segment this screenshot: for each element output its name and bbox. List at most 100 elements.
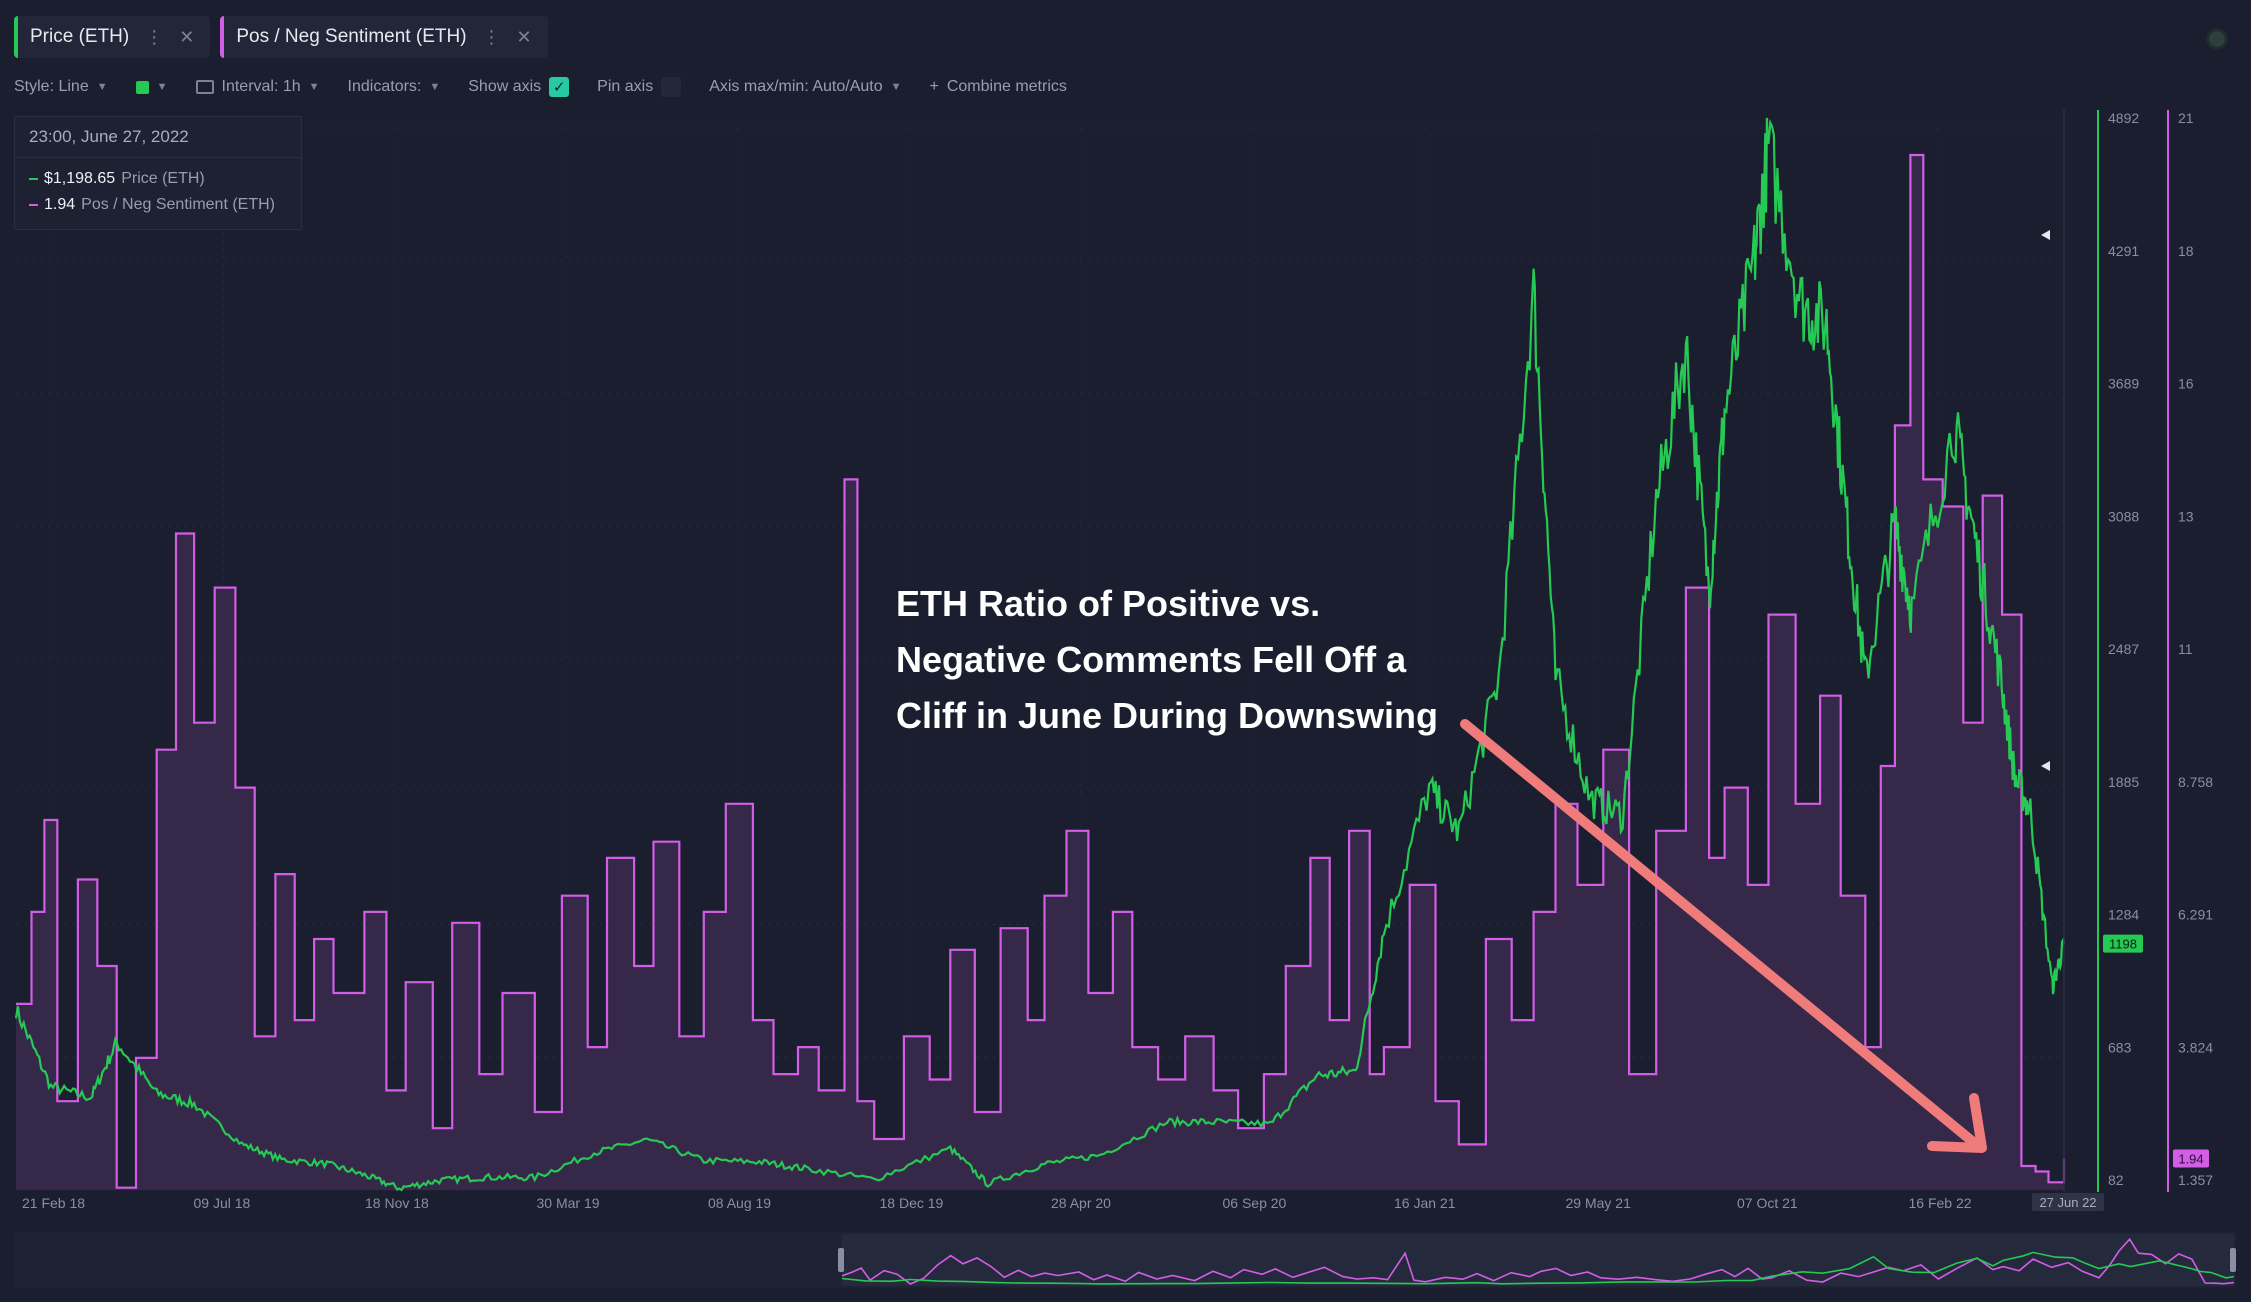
color-swatch-icon xyxy=(135,80,149,94)
navigator-window[interactable] xyxy=(842,1234,2234,1286)
sentiment-tick-label: 11 xyxy=(2178,641,2193,657)
indicators-dropdown[interactable]: Indicators: ▼ xyxy=(348,78,441,96)
x-axis: 21 Feb 18 09 Jul 18 18 Nov 18 30 Mar 19 08 A… xyxy=(22,1195,1972,1211)
price-swatch-icon xyxy=(29,178,38,180)
current-price-label: 1198 xyxy=(2109,937,2137,952)
annotation-line-3: Cliff in June During Downswing xyxy=(896,695,1438,736)
chart-tooltip-legend: 23:00, June 27, 2022 $1,198.65 Price (ET… xyxy=(14,116,302,230)
x-tick-label: 21 Feb 18 xyxy=(22,1195,85,1211)
price-tick-label: 3088 xyxy=(2108,508,2139,524)
interval-label: Interval: 1h xyxy=(221,78,301,95)
color-picker[interactable]: ▼ xyxy=(135,80,168,94)
legend-row-price: $1,198.65 Price (ETH) xyxy=(15,166,301,192)
price-tick-label: 82 xyxy=(2108,1172,2124,1188)
show-axis-label: Show axis xyxy=(468,78,542,95)
x-tick-label: 16 Jan 21 xyxy=(1394,1195,1456,1211)
price-tick-label: 4892 xyxy=(2108,110,2139,126)
sentiment-tick-label: 21 xyxy=(2178,110,2194,126)
legend-row-sentiment: 1.94 Pos / Neg Sentiment (ETH) xyxy=(15,192,301,218)
sentiment-tick-label: 1.357 xyxy=(2178,1172,2213,1188)
end-date-label: 27 Jun 22 xyxy=(2039,1195,2096,1210)
chart-toolbar: Style: Line ▼ ▼ Interval: 1h ▼ Indicator… xyxy=(14,74,1067,100)
interval-dropdown[interactable]: Interval: 1h ▼ xyxy=(195,78,320,96)
chevron-down-icon: ▼ xyxy=(308,81,320,93)
price-axis: 4892 4291 3689 3088 2487 1885 1284 683 82 xyxy=(2108,110,2139,1188)
axis-maxmin-label: Axis max/min: Auto/Auto xyxy=(709,78,883,95)
price-tick-label: 1284 xyxy=(2108,907,2139,923)
tooltip-date: 23:00, June 27, 2022 xyxy=(15,117,301,158)
axis-marker-icon xyxy=(2041,230,2050,240)
combine-metrics-label: Combine metrics xyxy=(946,78,1067,95)
price-tick-label: 2487 xyxy=(2108,641,2139,657)
style-label: Style: Line xyxy=(14,78,89,95)
checkbox-checked-icon[interactable]: ✓ xyxy=(549,77,570,97)
annotation-line-2: Negative Comments Fell Off a xyxy=(896,639,1407,680)
tab-sentiment-label: Pos / Neg Sentiment (ETH) xyxy=(236,26,467,47)
tab-price-eth[interactable]: Price (ETH) ⋮ ✕ xyxy=(14,16,211,58)
navigator-sentiment-line xyxy=(841,1237,2235,1285)
sentiment-axis: 21 18 16 13 11 8.758 6.291 3.824 1.357 xyxy=(2178,110,2213,1188)
sentiment-value: 1.94 xyxy=(44,196,76,213)
x-tick-label: 30 Mar 19 xyxy=(537,1195,600,1211)
price-tick-label: 3689 xyxy=(2108,376,2139,392)
show-axis-toggle[interactable]: Show axis ✓ xyxy=(468,77,570,97)
navigator-price-line xyxy=(841,1251,2235,1285)
tab-sentiment-eth[interactable]: Pos / Neg Sentiment (ETH) ⋮ ✕ xyxy=(220,16,548,58)
axis-maxmin-dropdown[interactable]: Axis max/min: Auto/Auto ▼ xyxy=(709,78,901,96)
axis-marker-icon xyxy=(2041,761,2050,771)
sentiment-tick-label: 8.758 xyxy=(2178,774,2213,790)
navigator[interactable] xyxy=(14,1232,2236,1288)
x-tick-label: 28 Apr 20 xyxy=(1051,1195,1111,1211)
navigator-right-handle[interactable] xyxy=(2230,1248,2236,1272)
x-tick-label: 06 Sep 20 xyxy=(1223,1195,1287,1211)
sentiment-swatch-icon xyxy=(29,204,38,206)
annotation-line-1: ETH Ratio of Positive vs. xyxy=(896,583,1321,624)
x-tick-label: 09 Jul 18 xyxy=(194,1195,251,1211)
plus-icon: + xyxy=(929,78,939,95)
checkbox-unchecked-icon[interactable] xyxy=(661,77,682,97)
tab-price-label: Price (ETH) xyxy=(30,26,130,47)
x-tick-label: 08 Aug 19 xyxy=(708,1195,771,1211)
chevron-down-icon: ▼ xyxy=(429,81,441,93)
x-tick-label: 29 May 21 xyxy=(1566,1195,1632,1211)
calendar-icon xyxy=(195,80,214,94)
x-tick-label: 07 Oct 21 xyxy=(1737,1195,1798,1211)
x-tick-label: 18 Dec 19 xyxy=(880,1195,944,1211)
price-tick-label: 4291 xyxy=(2108,243,2139,259)
sentiment-area xyxy=(16,155,2064,1190)
sentiment-tick-label: 13 xyxy=(2178,508,2194,524)
sentiment-name: Pos / Neg Sentiment (ETH) xyxy=(81,196,275,213)
indicators-label: Indicators: xyxy=(347,78,422,95)
price-name: Price (ETH) xyxy=(121,170,205,187)
annotation-arrow xyxy=(1460,719,1987,1153)
price-series-line xyxy=(14,117,2066,1192)
more-options-icon[interactable]: ⋮ xyxy=(145,26,164,47)
sentiment-tick-label: 18 xyxy=(2178,243,2194,259)
chevron-down-icon: ▼ xyxy=(96,81,108,93)
navigator-left-handle[interactable] xyxy=(838,1248,844,1272)
sentiment-tick-label: 6.291 xyxy=(2178,907,2213,923)
chevron-down-icon: ▼ xyxy=(890,81,902,93)
current-price-badge: 1198 xyxy=(2103,934,2143,953)
more-options-icon[interactable]: ⋮ xyxy=(482,26,501,47)
price-value: $1,198.65 xyxy=(44,170,116,187)
combine-metrics-button[interactable]: + Combine metrics xyxy=(930,78,1067,96)
current-sentiment-label: 1.94 xyxy=(2178,1151,2203,1166)
pin-axis-label: Pin axis xyxy=(597,78,654,95)
sentiment-tick-label: 16 xyxy=(2178,376,2194,392)
pin-axis-toggle[interactable]: Pin axis xyxy=(597,77,682,97)
end-date-badge: 27 Jun 22 xyxy=(2032,1193,2104,1211)
sentiment-series-line xyxy=(16,153,2066,1189)
metric-tabs: Price (ETH) ⋮ ✕ Pos / Neg Sentiment (ETH… xyxy=(14,16,548,60)
close-icon[interactable]: ✕ xyxy=(516,26,532,47)
price-tick-label: 683 xyxy=(2108,1039,2132,1055)
annotation-text: ETH Ratio of Positive vs. Negative Comme… xyxy=(896,576,1456,744)
style-dropdown[interactable]: Style: Line ▼ xyxy=(14,78,108,96)
close-icon[interactable]: ✕ xyxy=(179,26,195,47)
sentiment-tick-label: 3.824 xyxy=(2178,1039,2213,1055)
x-tick-label: 16 Feb 22 xyxy=(1909,1195,1972,1211)
current-sentiment-badge: 1.94 xyxy=(2173,1149,2209,1168)
status-indicator-icon xyxy=(2206,28,2228,50)
chevron-down-icon: ▼ xyxy=(156,81,168,93)
